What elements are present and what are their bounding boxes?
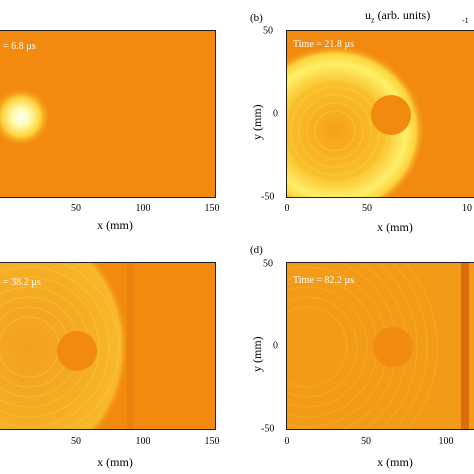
time-label-a: = 6.8 µs bbox=[3, 41, 36, 52]
x-tick-a-50: 50 bbox=[71, 203, 81, 214]
circular-inclusion bbox=[371, 95, 411, 135]
x-tick-d-100: 100 bbox=[438, 436, 454, 447]
x-tick-a-150: 150 bbox=[204, 203, 220, 214]
x-tick-c-100: 100 bbox=[135, 436, 151, 447]
x-tick-d-50: 50 bbox=[361, 436, 371, 447]
field-map-c bbox=[0, 263, 133, 429]
transmitted-front bbox=[461, 263, 469, 429]
field-plot-d: Time = 82.2 µs bbox=[286, 262, 474, 430]
y-axis-label-d: y (mm) bbox=[250, 336, 264, 372]
x-tick-c-50: 50 bbox=[71, 436, 81, 447]
circular-inclusion bbox=[373, 327, 413, 367]
time-label-b: Time = 21.8 µs bbox=[293, 39, 355, 50]
x-axis-label-c: x (mm) bbox=[97, 455, 133, 469]
time-label-c: = 38.2 µs bbox=[3, 277, 41, 288]
transmitted-front bbox=[127, 263, 133, 429]
wave-pulse bbox=[0, 87, 51, 147]
x-axis-label-d: x (mm) bbox=[377, 455, 413, 469]
x-tick-d-0: 0 bbox=[284, 436, 290, 447]
x-tick-c-150: 150 bbox=[204, 436, 220, 447]
y-tick-d-50: 50 bbox=[263, 258, 273, 270]
y-tick-b-0: 0 bbox=[273, 108, 278, 120]
wavefront bbox=[287, 45, 425, 197]
y-tick-d-neg50: -50 bbox=[261, 423, 275, 435]
panel-label-b: (b) bbox=[250, 12, 263, 24]
x-tick-b-100: 10 bbox=[462, 203, 472, 214]
colorbar-tick: -1 bbox=[462, 16, 469, 25]
y-tick-d-0: 0 bbox=[273, 340, 278, 352]
field-map-a bbox=[0, 87, 51, 147]
x-tick-a-100: 100 bbox=[135, 203, 151, 214]
field-plot-a: = 6.8 µs bbox=[0, 30, 216, 198]
x-tick-b-0: 0 bbox=[284, 203, 290, 214]
time-label-d: Time = 82.2 µs bbox=[293, 275, 355, 286]
x-axis-label-b: x (mm) bbox=[377, 220, 413, 234]
colorbar-title: uz (arb. units) bbox=[365, 8, 431, 25]
field-map-b bbox=[287, 45, 425, 197]
field-map-d bbox=[287, 263, 474, 429]
panel-label-d: (d) bbox=[250, 244, 263, 256]
y-tick-b-50: 50 bbox=[263, 25, 273, 37]
y-tick-b-neg50: -50 bbox=[261, 191, 275, 203]
circular-inclusion bbox=[57, 331, 97, 371]
y-axis-label-b: y (mm) bbox=[250, 104, 264, 140]
field-plot-c: = 38.2 µs bbox=[0, 262, 216, 430]
x-tick-b-50: 50 bbox=[362, 203, 372, 214]
field-plot-b: Time = 21.8 µs bbox=[286, 30, 474, 198]
x-axis-label-a: x (mm) bbox=[97, 218, 133, 232]
